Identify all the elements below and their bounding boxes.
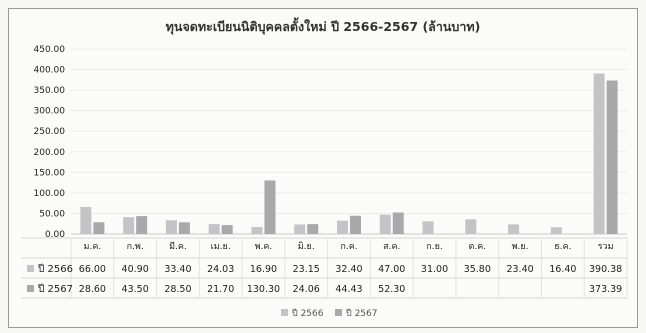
bar-y2566 xyxy=(465,219,477,234)
bar-y2567 xyxy=(350,215,361,234)
bar-y2566 xyxy=(550,227,562,234)
y-axis: 450.00 400.00 350.00 300.00 250.00 200.00 150.… xyxy=(34,45,66,240)
table-cell: 47.00 xyxy=(378,264,405,275)
x-tick-label: ต.ค. xyxy=(469,242,487,252)
table-cell: 23.15 xyxy=(293,264,320,275)
x-tick-label: มี.ค. xyxy=(169,241,187,252)
x-tick-label: ก.ย. xyxy=(426,242,442,252)
table-cell: 32.40 xyxy=(335,264,362,275)
bar-y2566 xyxy=(80,206,92,234)
bar-y2567 xyxy=(178,222,190,234)
bar-y2566 xyxy=(508,224,520,234)
bar-y2566 xyxy=(379,214,391,234)
bar-y2567 xyxy=(264,180,276,234)
bar-y2566 xyxy=(337,220,348,234)
y-tick-label: 0.00 xyxy=(45,230,65,240)
legend-label: ปี 2566 xyxy=(292,308,324,319)
table-cell: 28.50 xyxy=(164,284,191,295)
bar-y2566 xyxy=(165,220,177,234)
x-tick-label: พ.ค. xyxy=(255,242,273,252)
legend-key xyxy=(335,309,342,316)
bar-y2567 xyxy=(606,80,618,234)
table-cell: 130.30 xyxy=(247,284,280,295)
table-cell: 23.40 xyxy=(506,264,533,275)
y-tick-label: 450.00 xyxy=(34,45,66,55)
bar-y2566 xyxy=(422,221,434,234)
row-label: ปี 2566 xyxy=(37,263,73,275)
data-table: ปี 2566 66.00 40.90 33.40 24.03 16.90 23.15 32.… xyxy=(21,237,628,299)
table-cell: 40.90 xyxy=(122,264,149,275)
legend-label: ปี 2567 xyxy=(346,308,378,319)
bar-y2566 xyxy=(208,224,220,234)
bar-y2566 xyxy=(251,227,263,234)
x-axis: ม.ค. ก.พ. มี.ค. เม.ย. พ.ค. มิ.ย. ก.ค. ส.ค. ก.ย. ต… xyxy=(84,241,614,252)
x-tick-label: ก.ค. xyxy=(340,242,357,252)
y-tick-label: 150.00 xyxy=(34,168,66,178)
y-tick-label: 300.00 xyxy=(34,107,66,117)
x-tick-label: ส.ค. xyxy=(383,242,400,252)
x-tick-label: เม.ย. xyxy=(211,242,231,252)
table-cell: 21.70 xyxy=(207,284,234,295)
table-cell: 16.40 xyxy=(549,264,576,275)
table-cell: 35.80 xyxy=(464,264,491,275)
x-tick-label: พ.ย. xyxy=(512,242,529,252)
table-cell: 44.43 xyxy=(335,284,362,295)
chart-title: ทุนจดทะเบียนนิติบุคคลตั้งใหม่ ปี 2566-25… xyxy=(166,17,481,35)
table-cell: 66.00 xyxy=(79,264,106,275)
x-tick-label: ม.ค. xyxy=(84,242,102,252)
chart-frame: ทุนจดทะเบียนนิติบุคคลตั้งใหม่ ปี 2566-25… xyxy=(8,8,638,328)
bar-y2567 xyxy=(93,222,105,234)
legend: ปี 2566 ปี 2567 xyxy=(281,308,377,319)
legend-key xyxy=(281,309,288,316)
gridlines xyxy=(71,48,627,235)
bar-y2566 xyxy=(123,217,135,234)
bar-y2567 xyxy=(392,212,404,234)
row-legend-key xyxy=(27,285,34,292)
y-tick-label: 250.00 xyxy=(34,127,66,137)
table-cell: 373.39 xyxy=(589,284,622,295)
bar-y2567 xyxy=(221,225,233,234)
y-tick-label: 100.00 xyxy=(34,189,66,199)
x-tick-label: มิ.ย. xyxy=(298,241,315,252)
table-cell: 31.00 xyxy=(421,264,448,275)
bar-y2567 xyxy=(307,224,319,234)
x-tick-label: ธ.ค. xyxy=(554,242,571,252)
table-cell: 24.03 xyxy=(207,264,234,275)
table-cell: 390.38 xyxy=(589,264,622,275)
y-tick-label: 350.00 xyxy=(34,86,66,96)
table-cell: 43.50 xyxy=(122,284,149,295)
y-tick-label: 50.00 xyxy=(39,209,65,219)
bar-y2566 xyxy=(294,224,306,234)
x-tick-label: ก.พ. xyxy=(127,242,144,252)
table-cell: 24.06 xyxy=(293,284,320,295)
row-legend-key xyxy=(27,265,34,272)
table-cell: 28.60 xyxy=(79,284,106,295)
table-cell: 33.40 xyxy=(164,264,191,275)
y-tick-label: 400.00 xyxy=(34,66,66,76)
table-cell: 52.30 xyxy=(378,284,405,295)
x-tick-label: รวม xyxy=(598,242,614,252)
table-cell: 16.90 xyxy=(250,264,277,275)
bar-y2566 xyxy=(593,73,605,235)
bars xyxy=(80,73,618,235)
row-label: ปี 2567 xyxy=(37,283,73,295)
bar-chart: ทุนจดทะเบียนนิติบุคคลตั้งใหม่ ปี 2566-25… xyxy=(21,17,628,319)
bar-y2567 xyxy=(136,216,148,234)
y-tick-label: 200.00 xyxy=(34,148,66,158)
